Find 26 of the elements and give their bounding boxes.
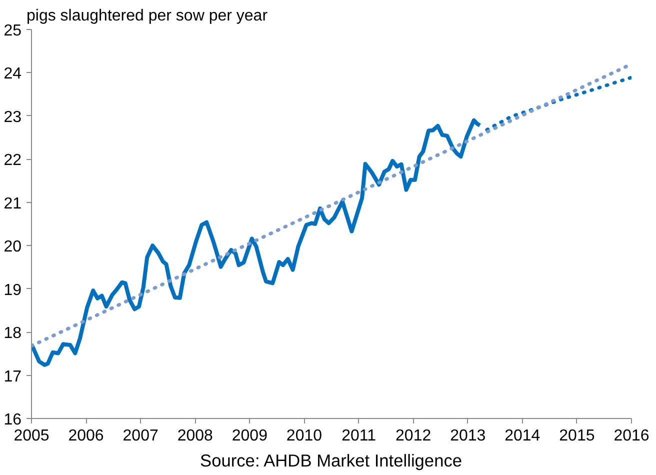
line-series [485,76,632,132]
x-tick-label: 2005 [14,428,50,444]
x-tick-label: 2014 [504,428,540,444]
y-tick-label: 23 [4,108,22,126]
y-tick-label: 22 [4,152,22,170]
line-series [32,118,482,367]
y-tick-label: 16 [4,412,22,428]
x-tick-label: 2006 [68,428,104,444]
x-tick-label: 2015 [559,428,595,444]
x-tick-label: 2007 [122,428,158,444]
x-tick-label: 2013 [450,428,486,444]
x-tick-label: 2009 [232,428,268,444]
y-tick-label: 18 [4,325,22,342]
chart-subtitle: pigs slaughtered per sow per year [26,8,268,24]
source-note: Source: AHDB Market Intelligence [200,450,462,470]
y-tick-label: 21 [4,195,22,212]
x-tick-label: 2010 [286,428,322,444]
y-tick-label: 19 [4,282,22,299]
x-tick-label: 2016 [614,428,650,444]
x-tick-label: 2012 [396,428,432,444]
x-tick-label: 2008 [177,428,214,444]
y-tick-label: 24 [4,66,22,83]
y-tick-label: 17 [4,368,22,386]
y-tick-label: 25 [4,22,22,40]
x-tick-label: 2011 [342,428,376,444]
y-tick-label: 20 [4,238,22,256]
